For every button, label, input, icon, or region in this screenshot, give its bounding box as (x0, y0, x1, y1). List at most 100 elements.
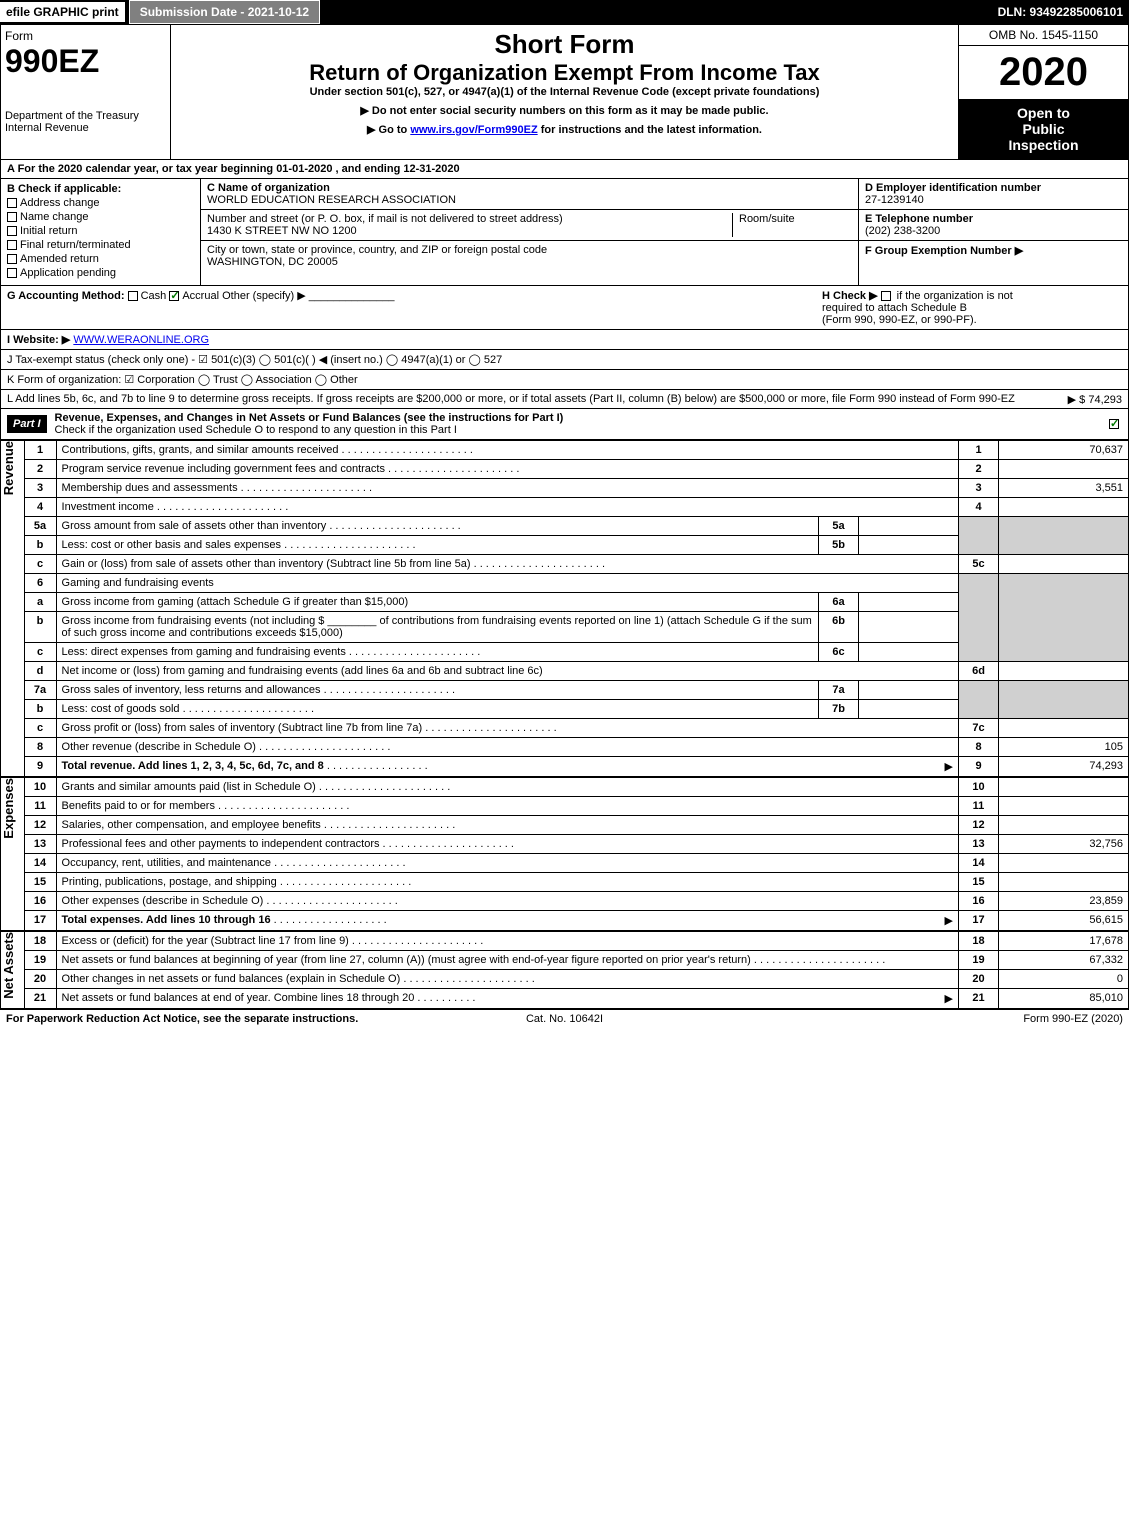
line-10: 10Grants and similar amounts paid (list … (24, 778, 1128, 797)
dln-label: DLN: 93492285006101 (998, 5, 1129, 19)
row-i-website: I Website: ▶ WWW.WERAONLINE.ORG (0, 330, 1129, 350)
form-label: Form (5, 29, 166, 43)
chk-application-pending[interactable]: Application pending (7, 267, 194, 279)
top-bar: efile GRAPHIC print Submission Date - 20… (0, 0, 1129, 24)
tax-year: 2020 (959, 46, 1128, 99)
h-label: H Check ▶ (822, 290, 878, 302)
chk-name-change[interactable]: Name change (7, 211, 194, 223)
goto-post: for instructions and the latest informat… (538, 124, 762, 136)
chk-address-change[interactable]: Address change (7, 197, 194, 209)
website-link[interactable]: WWW.WERAONLINE.ORG (73, 334, 209, 346)
street-value: 1430 K STREET NW NO 1200 (207, 225, 732, 237)
g-label: G Accounting Method: (7, 290, 125, 302)
line-11: 11Benefits paid to or for members11 (24, 797, 1128, 816)
line-5c: cGain or (loss) from sale of assets othe… (24, 555, 1128, 574)
line-7c: cGross profit or (loss) from sales of in… (24, 719, 1128, 738)
open-line3: Inspection (965, 137, 1122, 153)
line-5a: 5aGross amount from sale of assets other… (24, 517, 1128, 536)
column-b-checkboxes: B Check if applicable: Address change Na… (1, 179, 201, 285)
header-center: Short Form Return of Organization Exempt… (171, 25, 958, 159)
part-i-header: Part I Revenue, Expenses, and Changes in… (0, 409, 1129, 440)
line-6: 6Gaming and fundraising events (24, 574, 1128, 593)
line-9: 9Total revenue. Add lines 1, 2, 3, 4, 5c… (24, 757, 1128, 777)
ein-label: D Employer identification number (865, 182, 1122, 194)
org-name: WORLD EDUCATION RESEARCH ASSOCIATION (207, 194, 852, 206)
line-6d: dNet income or (loss) from gaming and fu… (24, 662, 1128, 681)
line-4: 4Investment income4 (24, 498, 1128, 517)
city-value: WASHINGTON, DC 20005 (207, 256, 852, 268)
column-c-orginfo: C Name of organization WORLD EDUCATION R… (201, 179, 858, 285)
c-name-label: C Name of organization (207, 182, 852, 194)
line-8: 8Other revenue (describe in Schedule O)8… (24, 738, 1128, 757)
part-i-note: Check if the organization used Schedule … (55, 424, 457, 436)
line-7a: 7aGross sales of inventory, less returns… (24, 681, 1128, 700)
line-18: 18Excess or (deficit) for the year (Subt… (24, 932, 1128, 951)
efile-print-label[interactable]: efile GRAPHIC print (0, 2, 125, 22)
l-amount: ▶ $ 74,293 (1068, 393, 1122, 406)
block-bcd: B Check if applicable: Address change Na… (0, 179, 1129, 286)
ssn-warning: ▶ Do not enter social security numbers o… (175, 104, 954, 117)
form-title-main: Return of Organization Exempt From Incom… (175, 60, 954, 86)
line-1: 1Contributions, gifts, grants, and simil… (24, 441, 1128, 460)
column-d-ein: D Employer identification number 27-1239… (858, 179, 1128, 285)
netassets-sidelabel: Net Assets (0, 931, 24, 1009)
submission-date-label: Submission Date - 2021-10-12 (129, 0, 320, 24)
row-g-accounting: G Accounting Method: Cash Accrual Other … (0, 286, 1129, 330)
line-15: 15Printing, publications, postage, and s… (24, 873, 1128, 892)
chk-final-return[interactable]: Final return/terminated (7, 239, 194, 251)
part-i-title: Revenue, Expenses, and Changes in Net As… (55, 412, 1109, 436)
chk-sched-o-part1[interactable] (1109, 419, 1119, 429)
h-text1: if the organization is not (897, 290, 1013, 302)
chk-initial-return[interactable]: Initial return (7, 225, 194, 237)
open-inspection-box: Open to Public Inspection (959, 99, 1128, 159)
l-text: L Add lines 5b, 6c, and 7b to line 9 to … (7, 393, 1015, 405)
form-title-short: Short Form (175, 29, 954, 60)
page-footer: For Paperwork Reduction Act Notice, see … (0, 1009, 1129, 1028)
header-right: OMB No. 1545-1150 2020 Open to Public In… (958, 25, 1128, 159)
open-line2: Public (965, 121, 1122, 137)
line-14: 14Occupancy, rent, utilities, and mainte… (24, 854, 1128, 873)
line-13: 13Professional fees and other payments t… (24, 835, 1128, 854)
open-line1: Open to (965, 105, 1122, 121)
goto-line: ▶ Go to www.irs.gov/Form990EZ for instru… (175, 123, 954, 136)
omb-number: OMB No. 1545-1150 (959, 25, 1128, 46)
expenses-section: Expenses 10Grants and similar amounts pa… (0, 777, 1129, 931)
phone-value: (202) 238-3200 (865, 225, 1122, 237)
irs-link[interactable]: www.irs.gov/Form990EZ (410, 124, 537, 136)
line-20: 20Other changes in net assets or fund ba… (24, 970, 1128, 989)
header-left: Form 990EZ Department of the Treasury In… (1, 25, 171, 159)
chk-amended-return[interactable]: Amended return (7, 253, 194, 265)
phone-label: E Telephone number (865, 213, 1122, 225)
form-header: Form 990EZ Department of the Treasury In… (0, 24, 1129, 160)
form-subtitle: Under section 501(c), 527, or 4947(a)(1)… (175, 86, 954, 98)
opt-other: Other (specify) ▶ (222, 290, 306, 302)
footer-formref: Form 990-EZ (2020) (751, 1013, 1123, 1025)
dept-treasury: Department of the Treasury (5, 110, 166, 122)
b-label: B Check if applicable: (7, 183, 194, 195)
revenue-section: Revenue 1Contributions, gifts, grants, a… (0, 440, 1129, 777)
city-label: City or town, state or province, country… (207, 244, 852, 256)
line-12: 12Salaries, other compensation, and empl… (24, 816, 1128, 835)
line-2: 2Program service revenue including gover… (24, 460, 1128, 479)
footer-catno: Cat. No. 10642I (378, 1013, 750, 1025)
street-label: Number and street (or P. O. box, if mail… (207, 213, 732, 225)
chk-cash[interactable] (128, 291, 138, 301)
section-a-taxyear: A For the 2020 calendar year, or tax yea… (0, 160, 1129, 179)
netassets-table: 18Excess or (deficit) for the year (Subt… (24, 931, 1129, 1009)
row-k-orgform: K Form of organization: ☑ Corporation ◯ … (0, 370, 1129, 390)
part-i-label: Part I (7, 415, 47, 433)
ein-value: 27-1239140 (865, 194, 1122, 206)
group-exemption-label: F Group Exemption Number ▶ (865, 244, 1122, 257)
line-21: 21Net assets or fund balances at end of … (24, 989, 1128, 1009)
netassets-section: Net Assets 18Excess or (deficit) for the… (0, 931, 1129, 1009)
revenue-table: 1Contributions, gifts, grants, and simil… (24, 440, 1129, 777)
chk-accrual[interactable] (169, 291, 179, 301)
line-16: 16Other expenses (describe in Schedule O… (24, 892, 1128, 911)
expenses-sidelabel: Expenses (0, 777, 24, 931)
form-number: 990EZ (5, 43, 166, 80)
chk-sched-b[interactable] (881, 291, 891, 301)
goto-pre: ▶ Go to (367, 124, 410, 136)
dept-irs: Internal Revenue (5, 122, 166, 134)
h-text3: (Form 990, 990-EZ, or 990-PF). (822, 314, 977, 326)
row-l-grossreceipts: L Add lines 5b, 6c, and 7b to line 9 to … (0, 390, 1129, 409)
